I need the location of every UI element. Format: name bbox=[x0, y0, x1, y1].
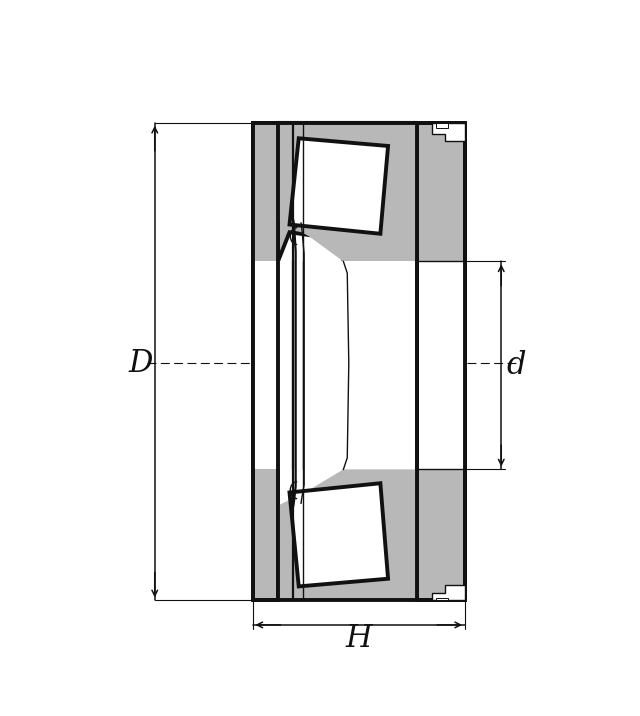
Text: d: d bbox=[507, 350, 526, 381]
Polygon shape bbox=[253, 123, 278, 600]
Polygon shape bbox=[253, 123, 278, 261]
Text: H: H bbox=[346, 624, 372, 654]
Polygon shape bbox=[278, 470, 417, 600]
Polygon shape bbox=[432, 123, 465, 141]
Text: D: D bbox=[129, 348, 153, 379]
Polygon shape bbox=[278, 261, 344, 470]
Polygon shape bbox=[289, 483, 388, 586]
Polygon shape bbox=[278, 123, 320, 205]
Polygon shape bbox=[436, 123, 448, 128]
Polygon shape bbox=[344, 261, 417, 470]
Polygon shape bbox=[432, 585, 465, 600]
Polygon shape bbox=[289, 138, 388, 233]
Polygon shape bbox=[417, 123, 465, 600]
Polygon shape bbox=[278, 521, 320, 600]
Polygon shape bbox=[253, 123, 465, 600]
Polygon shape bbox=[320, 123, 417, 240]
Polygon shape bbox=[417, 261, 465, 470]
Polygon shape bbox=[320, 483, 417, 600]
Polygon shape bbox=[253, 261, 278, 470]
Polygon shape bbox=[278, 123, 417, 261]
Polygon shape bbox=[436, 598, 448, 600]
Polygon shape bbox=[278, 123, 417, 261]
